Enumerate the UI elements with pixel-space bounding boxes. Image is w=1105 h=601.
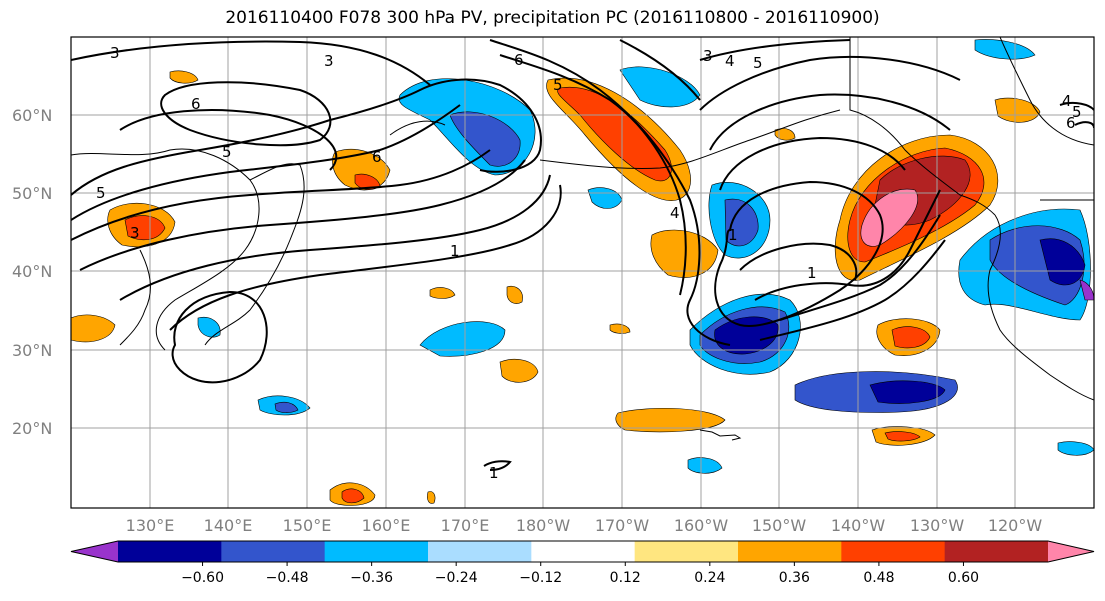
colorbar-tick-label: 0.24 (694, 570, 725, 586)
contour-label: 5 (553, 76, 563, 94)
pv-contours (71, 39, 1094, 471)
colorbar-outline (70, 540, 1095, 563)
lon-label: 130°E (126, 516, 175, 535)
colorbar: −0.60 −0.48 −0.36 −0.24 −0.12 0.12 0.24 0.36 0.4… (70, 540, 1095, 586)
colorbar-tick-label: −0.60 (181, 570, 224, 586)
lon-label: 130°W (910, 516, 965, 535)
colorbar-segment (841, 541, 946, 562)
coastlines (71, 37, 1094, 441)
contour-label-group: 3 3 6 5 5 3 6 6 5 4 1 1 1 1 3 4 5 5 6 4 (96, 44, 1082, 482)
colorbar-extend-low (71, 541, 118, 562)
lon-label: 160°E (362, 516, 411, 535)
colorbar-segment (118, 541, 222, 562)
contour-label: 1 (807, 264, 817, 282)
contour-label: 6 (1066, 114, 1076, 132)
contour-label: 5 (96, 184, 106, 202)
contour-label: 3 (110, 44, 120, 62)
colorbar-segment (428, 541, 532, 562)
colorbar-segment (531, 541, 636, 562)
colorbar-tick-label: 0.60 (948, 570, 979, 586)
colorbar-tick-label: −0.48 (266, 570, 309, 586)
colorbar-tick-label: 0.12 (610, 570, 641, 586)
colorbar-segment (634, 541, 739, 562)
lon-label: 140°W (831, 516, 886, 535)
lat-label: 20°N (12, 419, 52, 438)
map-title: 2016110400 F078 300 hPa PV, precipitatio… (225, 8, 880, 28)
lat-label: 60°N (12, 106, 52, 125)
colorbar-tick-label: −0.36 (350, 570, 393, 586)
colorbar-tick-label: −0.12 (519, 570, 562, 586)
colorbar-tick-label: −0.24 (435, 570, 478, 586)
map-frame (70, 36, 1095, 509)
colorbar-segment (738, 541, 842, 562)
lon-label: 160°W (674, 516, 729, 535)
contour-label: 5 (222, 143, 232, 161)
longitude-labels: 130°E 140°E 150°E 160°E 170°E 180°W 170°… (126, 516, 1043, 535)
contour-label: 4 (670, 204, 680, 222)
contour-label: 4 (1062, 92, 1072, 110)
colorbar-segment (944, 541, 1049, 562)
contour-label: 3 (324, 52, 334, 70)
contour-label: 3 (703, 47, 713, 65)
lon-label: 170°E (441, 516, 490, 535)
contour-label: 1 (450, 242, 460, 260)
lat-label: 30°N (12, 341, 52, 360)
lat-label: 40°N (12, 262, 52, 281)
lon-label: 150°W (752, 516, 807, 535)
lon-label: 120°W (988, 516, 1043, 535)
map-plot-area: 3 3 6 5 5 3 6 6 5 4 1 1 1 1 3 4 5 5 6 4 (71, 37, 1094, 508)
colorbar-tick-label: 0.36 (779, 570, 810, 586)
latitude-labels: 60°N 50°N 40°N 30°N 20°N (12, 106, 52, 438)
lon-label: 140°E (204, 516, 253, 535)
colorbar-segment (324, 541, 429, 562)
precipitation-fills (71, 39, 1094, 506)
lon-label: 170°W (595, 516, 650, 535)
contour-label: 6 (191, 95, 201, 113)
colorbar-extend-high (1048, 541, 1094, 562)
colorbar-segment (221, 541, 326, 562)
colorbar-tick-label: 0.48 (863, 570, 894, 586)
contour-label: 5 (753, 54, 763, 72)
contour-label: 5 (1072, 103, 1082, 121)
contour-label: 3 (130, 224, 140, 242)
lon-label: 150°E (283, 516, 332, 535)
contour-label: 6 (514, 51, 524, 69)
lon-label: 180°W (516, 516, 571, 535)
contour-label: 6 (372, 148, 382, 166)
contour-label: 1 (728, 226, 738, 244)
contour-label: 4 (725, 52, 735, 70)
graticule (71, 37, 1094, 508)
contour-label: 1 (489, 464, 499, 482)
lat-label: 50°N (12, 184, 52, 203)
